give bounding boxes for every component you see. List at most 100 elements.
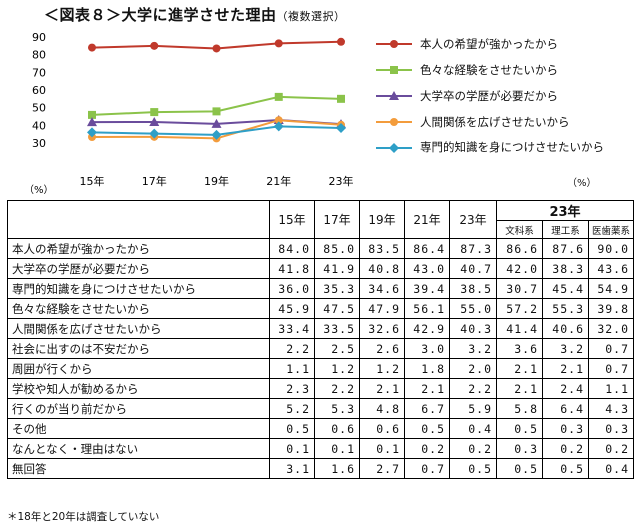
data-point — [337, 37, 345, 46]
table-row: 周囲が行くから 1.1 1.2 1.2 1.8 2.0 2.1 2.1 0.7 — [7, 358, 635, 379]
table-row: 専門的知識を身につけさせたいから 36.0 35.3 34.6 39.4 38.5 30.7… — [7, 278, 635, 299]
data-table: 15年 17年 19年 21年 23年 23年 文科系 理工系 医歯薬系 本人の… — [7, 200, 635, 479]
table-cell: 6.4 — [542, 398, 589, 419]
legend-label: 本人の希望が強かったから — [420, 37, 558, 51]
y-tick-label: 70 — [32, 66, 46, 79]
data-point — [88, 43, 96, 52]
y-axis: 30 40 50 60 70 80 90 — [32, 31, 46, 150]
series-markers — [87, 37, 346, 143]
data-point — [150, 41, 159, 50]
table-cell: 2.2 — [314, 378, 360, 399]
table-cell: 42.9 — [404, 318, 450, 339]
table-row: 無回答 3.1 1.6 2.7 0.7 0.5 0.5 0.5 0.4 — [7, 458, 635, 479]
table-cell: 0.5 — [496, 458, 543, 479]
table-cell: 40.6 — [542, 318, 589, 339]
table-cell: 38.3 — [542, 258, 589, 279]
table-cell: 1.8 — [404, 358, 450, 379]
table-cell: 0.2 — [542, 438, 589, 459]
table-body: 本人の希望が強かったから 84.0 85.0 83.5 86.4 87.3 86.6 87.6… — [7, 238, 635, 479]
table-cell: 0.3 — [587, 418, 635, 439]
data-point — [273, 121, 284, 132]
table-cell: 84.0 — [269, 238, 315, 259]
y-tick-label: 90 — [32, 31, 46, 44]
table-cell: 0.5 — [542, 458, 589, 479]
table-cell: 38.5 — [449, 278, 497, 299]
table-cell: 33.4 — [269, 318, 315, 339]
table-cell: 86.4 — [404, 238, 450, 259]
subheader-science: 理工系 — [542, 220, 589, 239]
chart-title: ＜図表８＞大学に進学させた理由（複数選択） — [44, 4, 346, 25]
row-label: その他 — [7, 418, 270, 439]
legend-item: 大学卒の学歴が必要だから — [376, 86, 640, 112]
data-point — [274, 116, 283, 125]
data-point — [149, 128, 160, 139]
table-cell: 2.1 — [359, 378, 405, 399]
table-cell: 5.8 — [496, 398, 543, 419]
table-cell: 2.2 — [269, 338, 315, 359]
table-cell: 3.6 — [496, 338, 543, 359]
header-year: 23年 — [449, 200, 497, 239]
row-label: 行くのが当り前だから — [7, 398, 270, 419]
table-row: 色々な経験をさせたいから 45.9 47.5 47.9 56.1 55.0 57.2 55.3… — [7, 298, 635, 319]
table-cell: 0.1 — [269, 438, 315, 459]
table-cell: 0.3 — [496, 438, 543, 459]
header-blank — [7, 200, 270, 239]
table-row: なんとなく・理由はない 0.1 0.1 0.1 0.2 0.2 0.3 0.2 0.2 — [7, 438, 635, 459]
row-label: 本人の希望が強かったから — [7, 238, 270, 259]
table-cell: 2.1 — [404, 378, 450, 399]
table-cell: 47.9 — [359, 298, 405, 319]
table-cell: 87.3 — [449, 238, 497, 259]
table-cell: 41.9 — [314, 258, 360, 279]
table-cell: 83.5 — [359, 238, 405, 259]
data-point — [212, 107, 221, 116]
table-cell: 0.5 — [404, 418, 450, 439]
table-cell: 35.3 — [314, 278, 360, 299]
table-cell: 6.7 — [404, 398, 450, 419]
table-cell: 1.2 — [359, 358, 405, 379]
table-cell: 5.9 — [449, 398, 497, 419]
header-year: 19年 — [359, 200, 405, 239]
data-point — [274, 39, 283, 48]
table-cell: 0.3 — [542, 418, 589, 439]
line-chart: 30 40 50 60 70 80 90 15年 17年 19年 21年 23年 （%） — [24, 31, 354, 196]
row-label: 色々な経験をさせたいから — [7, 298, 270, 319]
table-row: 大学卒の学歴が必要だから 41.8 41.9 40.8 43.0 40.7 42.0 38.3… — [7, 258, 635, 279]
row-label: 周囲が行くから — [7, 358, 270, 379]
table-cell: 2.6 — [359, 338, 405, 359]
table-cell: 0.5 — [496, 418, 543, 439]
legend-item: 専門的知識を身につけさせたいから — [376, 138, 640, 164]
table-cell: 40.7 — [449, 258, 497, 279]
y-tick-label: 40 — [32, 119, 46, 132]
legend-item: 本人の希望が強かったから — [376, 34, 640, 60]
legend-label: 人間関係を広げさせたいから — [420, 115, 570, 129]
table-cell: 32.6 — [359, 318, 405, 339]
table-cell: 2.1 — [542, 358, 589, 379]
data-point — [150, 108, 159, 117]
table-cell: 39.4 — [404, 278, 450, 299]
table-cell: 87.6 — [542, 238, 589, 259]
table-cell: 1.2 — [314, 358, 360, 379]
table-cell: 2.7 — [359, 458, 405, 479]
legend-swatch — [376, 91, 412, 100]
table-cell: 0.2 — [587, 438, 635, 459]
row-label: なんとなく・理由はない — [7, 438, 270, 459]
table-cell: 56.1 — [404, 298, 450, 319]
table-cell: 3.2 — [449, 338, 497, 359]
table-cell: 55.3 — [542, 298, 589, 319]
table-cell: 0.7 — [404, 458, 450, 479]
legend-swatch — [376, 66, 412, 74]
data-point — [87, 127, 97, 138]
table-cell: 2.3 — [269, 378, 315, 399]
y-tick-label: 60 — [32, 84, 46, 97]
table-cell: 0.2 — [404, 438, 450, 459]
table-cell: 0.4 — [449, 418, 497, 439]
x-axis: 15年 17年 19年 21年 23年 — [80, 174, 354, 188]
legend-item: 色々な経験をさせたいから — [376, 60, 640, 86]
data-point — [87, 117, 97, 127]
table-cell: 2.1 — [496, 378, 543, 399]
unit-label-right: （%） — [567, 178, 597, 189]
legend-swatch — [376, 40, 412, 48]
x-tick-label: 15年 — [80, 174, 105, 188]
table-cell: 42.0 — [496, 258, 543, 279]
header-group-year: 23年 — [495, 200, 635, 221]
